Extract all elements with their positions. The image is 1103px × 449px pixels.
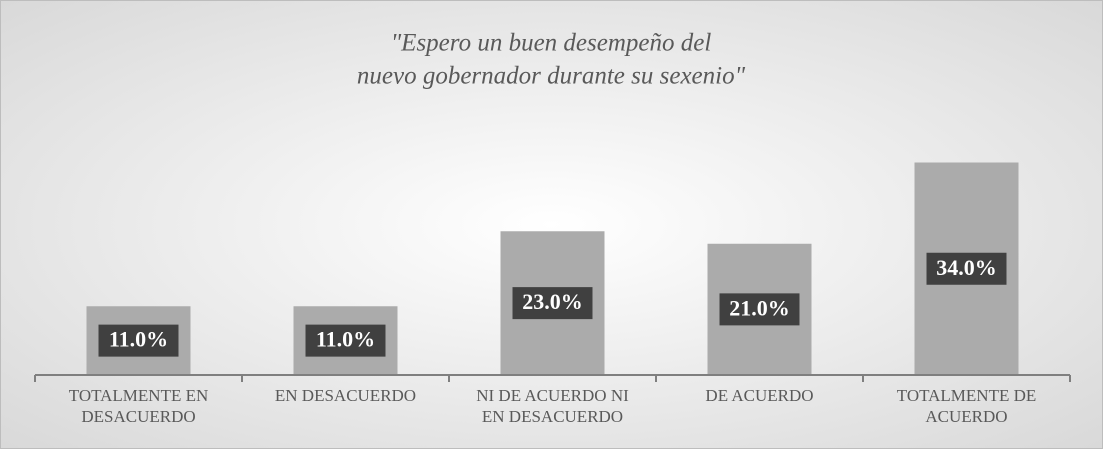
x-tick-label: TOTALMENTE DE xyxy=(897,386,1037,405)
x-tick-label: DESACUERDO xyxy=(81,407,195,426)
x-tick-label: ACUERDO xyxy=(925,407,1007,426)
data-label: 23.0% xyxy=(522,289,583,314)
x-tick-label: NI DE ACUERDO NI xyxy=(476,386,629,405)
chart-title: nuevo gobernador durante su sexenio" xyxy=(357,63,746,90)
data-label-box xyxy=(512,287,593,320)
data-label-box xyxy=(926,252,1007,285)
x-tick-label: EN DESACUERDO xyxy=(482,407,623,426)
data-label: 34.0% xyxy=(936,255,997,280)
data-label: 21.0% xyxy=(729,295,790,320)
chart-title: "Espero un buen desempeño del xyxy=(391,30,712,57)
x-tick-label: EN DESACUERDO xyxy=(275,386,416,405)
x-tick-label: TOTALMENTE EN xyxy=(69,386,209,405)
x-tick-label: DE ACUERDO xyxy=(705,386,813,405)
data-label-box xyxy=(719,293,800,326)
data-label-box xyxy=(305,324,386,357)
data-label: 11.0% xyxy=(109,327,168,352)
data-label: 11.0% xyxy=(316,327,375,352)
data-label-box xyxy=(98,324,179,357)
